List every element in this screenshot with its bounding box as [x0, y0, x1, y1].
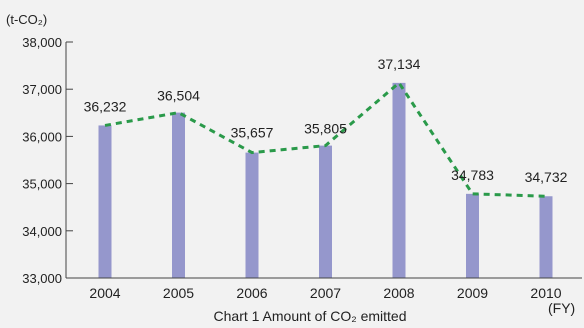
y-tick-label: 37,000 [22, 82, 62, 97]
chart-caption: Chart 1 Amount of CO₂ emitted [214, 308, 407, 323]
data-label-2005: 36,504 [157, 88, 200, 104]
x-tick-label: 2005 [163, 285, 194, 301]
bar-2008 [392, 82, 406, 278]
y-tick-label: 38,000 [22, 35, 62, 50]
y-axis: 33,000 34,000 35,000 36,000 37,000 38,000 [22, 35, 73, 286]
x-tick-label: 2007 [310, 285, 341, 301]
x-tick-label: 2010 [530, 285, 561, 301]
data-label-2007: 35,805 [304, 121, 347, 137]
data-labels-group: 36,232 36,504 35,657 35,805 37,134 34,783 34,7… [84, 56, 568, 185]
bar-2007 [319, 145, 332, 278]
bar-2009 [466, 193, 479, 278]
bars-group [98, 82, 553, 278]
data-label-2004: 36,232 [84, 98, 127, 114]
bar-2010 [539, 196, 553, 278]
y-tick-label: 33,000 [22, 271, 62, 286]
data-label-2006: 35,657 [231, 125, 274, 141]
x-tick-label: 2008 [383, 285, 414, 301]
x-tick-label: 2006 [236, 285, 267, 301]
bar-2004 [98, 125, 112, 278]
x-axis-unit-label: (FY) [548, 300, 575, 316]
trend-line [104, 80, 547, 198]
data-label-2009: 34,783 [451, 167, 494, 183]
data-label-2008: 37,134 [378, 56, 421, 72]
y-tick-label: 36,000 [22, 129, 62, 144]
x-tick-label: 2009 [457, 285, 488, 301]
bar-2006 [245, 152, 259, 278]
x-tick-label: 2004 [89, 285, 120, 301]
y-tick-label: 35,000 [22, 177, 62, 192]
x-axis: 2004 2005 2006 2007 2008 2009 2010 [66, 277, 582, 301]
data-label-2010: 34,732 [525, 169, 568, 185]
y-tick-label: 34,000 [22, 224, 62, 239]
y-axis-unit-label: (t-CO₂) [6, 12, 47, 27]
trend-line-group [104, 80, 547, 198]
bar-2005 [172, 112, 185, 278]
